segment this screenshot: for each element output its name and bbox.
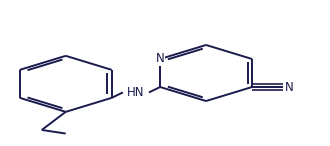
Text: HN: HN: [127, 86, 145, 99]
Text: N: N: [156, 53, 164, 66]
Text: N: N: [284, 80, 293, 93]
